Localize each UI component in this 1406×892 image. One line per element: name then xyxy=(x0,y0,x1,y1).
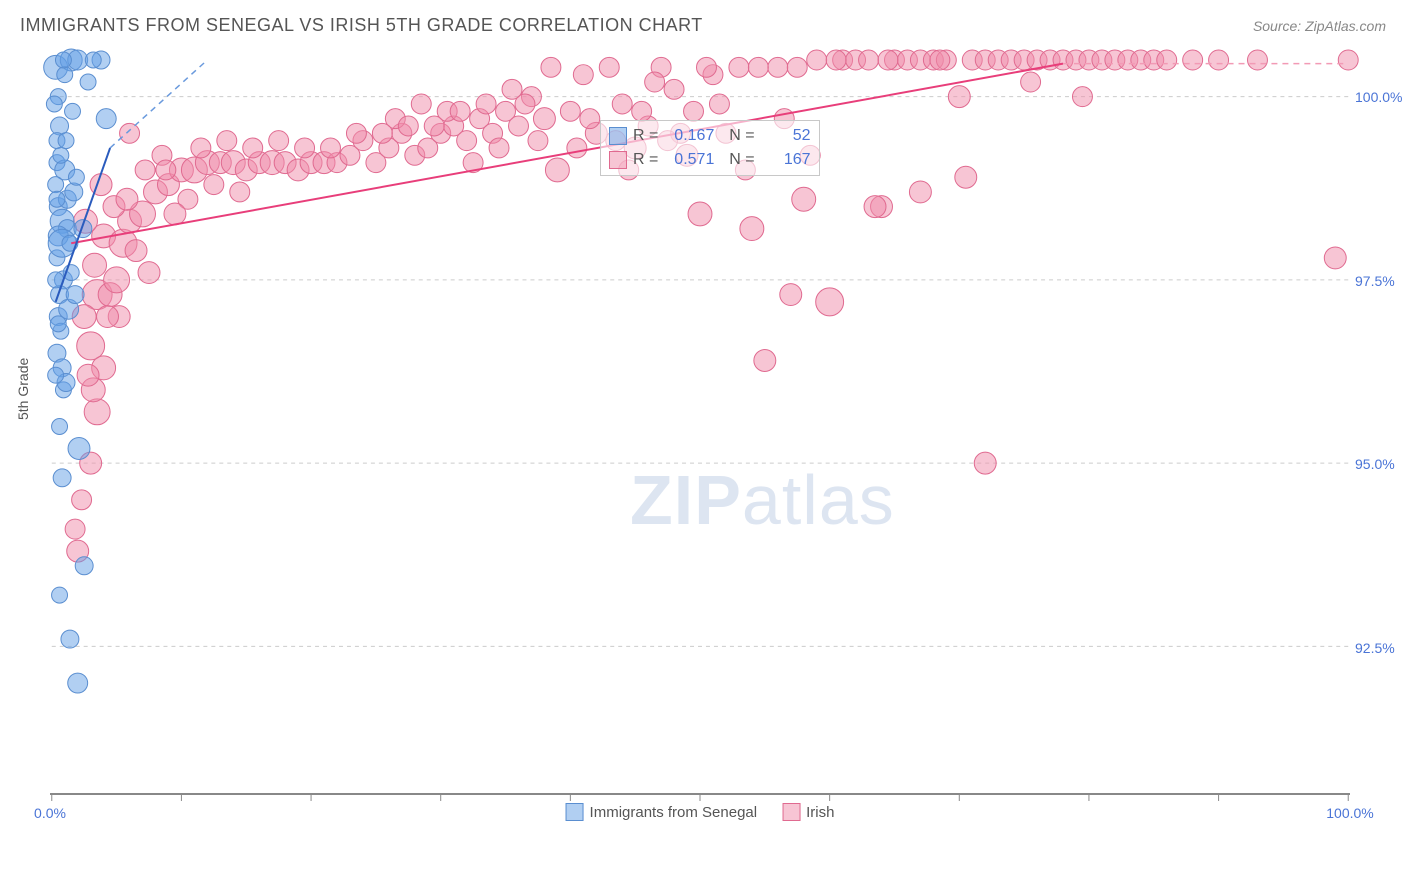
legend-label-series1: Immigrants from Senegal xyxy=(590,804,758,821)
chart-title: IMMIGRANTS FROM SENEGAL VS IRISH 5TH GRA… xyxy=(20,15,703,36)
legend-item-series1: Immigrants from Senegal xyxy=(566,803,758,821)
legend-item-series2: Irish xyxy=(782,803,834,821)
stats-swatch-pink xyxy=(609,151,627,169)
y-tick-label: 95.0% xyxy=(1355,456,1400,472)
stats-row-series2: R =0.571 N =167 xyxy=(609,148,811,172)
stats-box: R =0.167 N =52 R =0.571 N =167 xyxy=(600,120,820,176)
source-label: Source: ZipAtlas.com xyxy=(1253,18,1386,34)
stats-swatch-blue xyxy=(609,127,627,145)
legend-swatch-pink xyxy=(782,803,800,821)
y-tick-label: 97.5% xyxy=(1355,273,1400,289)
x-tick-label: 100.0% xyxy=(1326,805,1373,821)
legend-label-series2: Irish xyxy=(806,804,834,821)
y-tick-label: 92.5% xyxy=(1355,640,1400,656)
title-bar: IMMIGRANTS FROM SENEGAL VS IRISH 5TH GRA… xyxy=(20,15,1386,36)
bottom-legend: Immigrants from Senegal Irish xyxy=(566,803,835,821)
y-axis-label: 5th Grade xyxy=(15,358,31,420)
y-tick-label: 100.0% xyxy=(1355,89,1400,105)
x-tick-label: 0.0% xyxy=(34,805,66,821)
stats-row-series1: R =0.167 N =52 xyxy=(609,124,811,148)
legend-swatch-blue xyxy=(566,803,584,821)
chart-area: ZIPatlas R =0.167 N =52 R =0.571 N =167 … xyxy=(50,60,1350,795)
